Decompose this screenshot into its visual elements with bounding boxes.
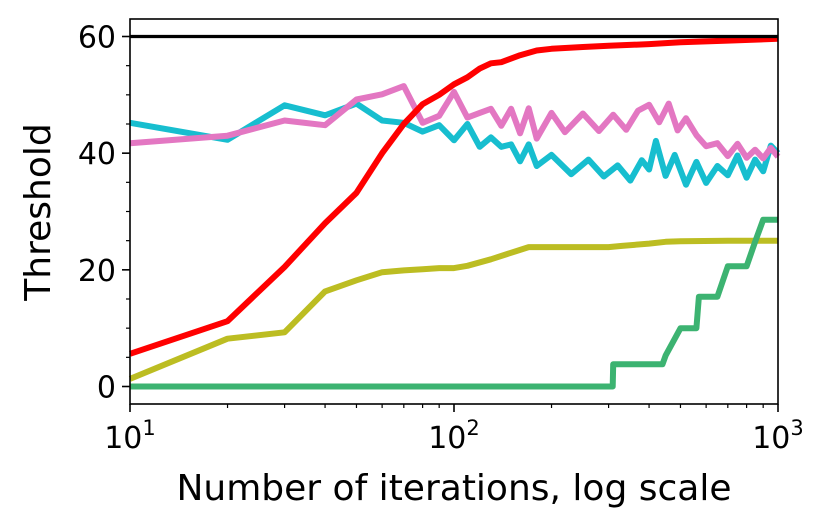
y-axis-label: Threshold: [18, 123, 59, 301]
x-tick-label: 103: [752, 416, 804, 456]
x-axis-label: Number of iterations, log scale: [176, 468, 731, 509]
series-line-4: [128, 237, 778, 382]
y-tick-label: 0: [97, 371, 116, 406]
x-axis: 101 102 103: [104, 404, 804, 456]
plot-frame: [129, 18, 779, 405]
series-layer: [128, 35, 781, 390]
series-line-1: [129, 100, 781, 188]
series-line-3: [129, 35, 779, 357]
y-tick-label: 40: [78, 137, 116, 172]
x-tick-label: 102: [428, 416, 480, 456]
x-tick-label: 101: [104, 416, 156, 456]
y-axis: 0 20 40 60: [78, 21, 130, 406]
y-tick-label: 60: [78, 21, 116, 56]
series-line-2: [129, 83, 781, 162]
y-tick-label: 20: [78, 254, 116, 289]
series-line-5: [130, 216, 778, 390]
